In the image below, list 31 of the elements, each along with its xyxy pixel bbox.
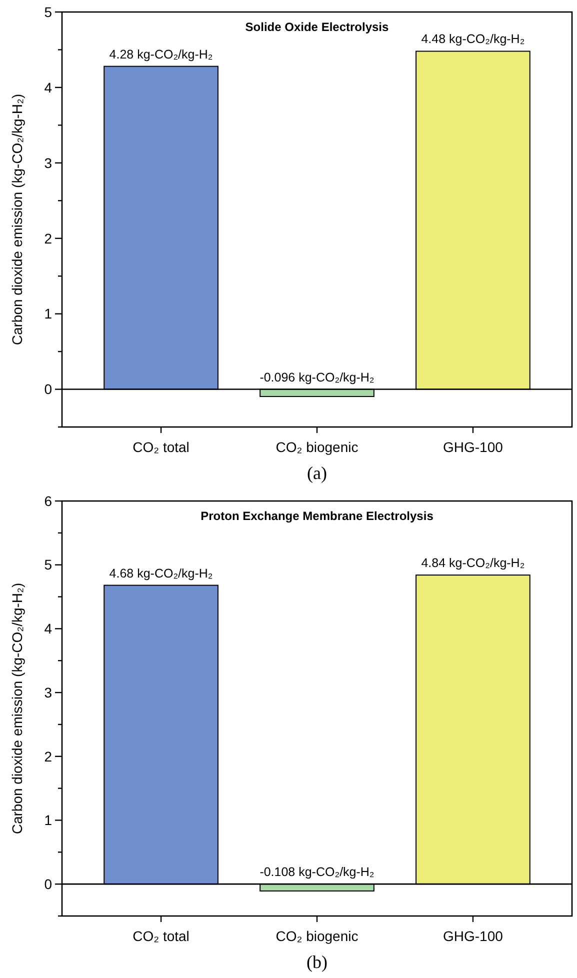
y-tick-label: 4 — [44, 79, 52, 96]
y-tick-label: 2 — [44, 230, 52, 246]
y-tick-label: 4 — [44, 620, 52, 637]
text: Proton Exchange Membrane Electrolysis — [200, 509, 434, 523]
y-tick-label: 0 — [44, 381, 52, 398]
data-label: 4.48 kg-CO₂/kg-H₂ — [421, 32, 525, 46]
y-tick-label: 1 — [44, 306, 52, 322]
text: (a) — [307, 463, 327, 483]
data-label: -0.096 kg-CO₂/kg-H₂ — [260, 370, 374, 384]
y-tick-label: 2 — [44, 748, 52, 764]
y-axis-title: Carbon dioxide emission (kg-CO₂/kg-H₂) — [9, 582, 25, 834]
y-tick-label: 3 — [44, 684, 52, 700]
text: Solide Oxide Electrolysis — [245, 20, 390, 34]
x-tick-label: GHG-100 — [443, 928, 504, 944]
x-tick-label: CO₂ biogenic — [276, 928, 358, 944]
x-tick-label: GHG-100 — [443, 439, 504, 455]
y-tick-label: 1 — [44, 812, 52, 828]
x-tick-label: CO₂ total — [132, 439, 190, 455]
y-tick-label: 5 — [44, 4, 52, 20]
y-tick-label: 5 — [44, 556, 52, 573]
text: (b) — [306, 952, 328, 972]
y-tick-label: 0 — [44, 876, 52, 892]
x-tick-label: CO₂ total — [132, 928, 190, 944]
y-tick-label: 6 — [44, 492, 52, 509]
x-tick-label: CO₂ biogenic — [276, 439, 358, 455]
y-axis-title: Carbon dioxide emission (kg-CO₂/kg-H₂) — [9, 94, 25, 346]
y-tick-label: 3 — [44, 154, 52, 171]
data-label: 4.68 kg-CO₂/kg-H₂ — [109, 566, 213, 580]
data-label: -0.108 kg-CO₂/kg-H₂ — [260, 865, 374, 880]
data-label: 4.28 kg-CO₂/kg-H₂ — [109, 47, 213, 62]
data-label: 4.84 kg-CO₂/kg-H₂ — [421, 556, 525, 570]
